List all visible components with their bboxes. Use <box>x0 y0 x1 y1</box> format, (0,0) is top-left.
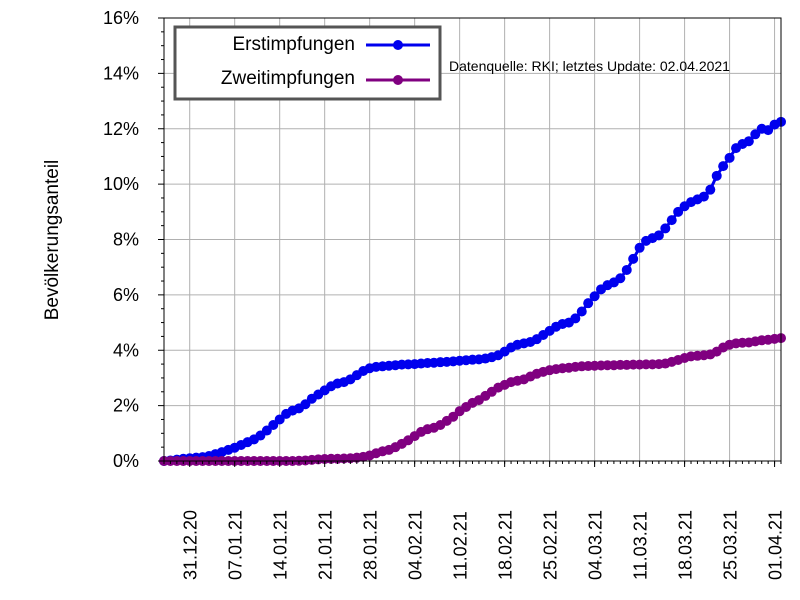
data-point-erstimpfungen <box>724 152 735 163</box>
data-point-erstimpfungen <box>653 230 664 241</box>
x-tick-label-10: 11.03.21 <box>631 511 651 580</box>
data-point-erstimpfungen <box>589 291 600 302</box>
y-tick-label-6: 12% <box>103 119 139 139</box>
data-point-erstimpfungen <box>711 170 722 181</box>
x-tick-label-12: 25.03.21 <box>721 510 741 580</box>
x-tick-label-4: 28.01.21 <box>361 510 381 580</box>
data-point-erstimpfungen <box>743 136 754 147</box>
y-tick-label-3: 6% <box>113 285 139 305</box>
y-tick-label-5: 10% <box>103 174 139 194</box>
x-tick-label-7: 18.02.21 <box>496 510 516 580</box>
y-tick-label-4: 8% <box>113 230 139 250</box>
legend-marker-zweitimpfungen <box>393 75 403 85</box>
x-tick-label-0: 31.12.20 <box>181 510 201 580</box>
legend-label-zweitimpfungen: Zweitimpfungen <box>221 68 355 89</box>
y-tick-label-1: 2% <box>113 396 139 416</box>
legend: Erstimpfungen Zweitimpfungen <box>173 25 442 101</box>
series-layer <box>159 116 786 466</box>
data-point-erstimpfungen <box>583 298 594 309</box>
x-tick-label-11: 18.03.21 <box>676 510 696 580</box>
x-tick-label-1: 07.01.21 <box>226 510 246 580</box>
y-tick-label-2: 4% <box>113 340 139 360</box>
y-tick-label-8: 16% <box>103 8 139 28</box>
legend-label-erstimpfungen: Erstimpfungen <box>232 34 355 55</box>
x-tick-label-3: 21.01.21 <box>316 510 336 580</box>
data-point-erstimpfungen <box>666 215 677 226</box>
y-axis-label: Bevölkerungsanteil <box>42 160 63 321</box>
axes: 0% 2% 4% 6% 8% 10% 12% 14% 16% 31.12.20 07.01.21 14… <box>103 8 786 580</box>
x-tick-label-8: 25.02.21 <box>541 510 561 580</box>
x-tick-label-13: 01.04.21 <box>766 510 786 580</box>
data-point-erstimpfungen <box>628 253 639 264</box>
x-tick-label-9: 04.03.21 <box>586 510 606 580</box>
y-tick-label-0: 0% <box>113 451 139 471</box>
data-point-erstimpfungen <box>570 313 581 324</box>
x-tick-label-6: 11.02.21 <box>451 511 471 580</box>
data-point-erstimpfungen <box>576 306 587 317</box>
data-point-erstimpfungen <box>634 242 645 253</box>
data-point-erstimpfungen <box>621 264 632 275</box>
x-tick-label-5: 04.02.21 <box>406 510 426 580</box>
data-point-erstimpfungen <box>660 223 671 234</box>
x-tick-label-2: 14.01.21 <box>271 510 291 580</box>
data-point-erstimpfungen <box>698 191 709 202</box>
data-point-erstimpfungen <box>705 184 716 195</box>
legend-marker-erstimpfungen <box>393 40 403 50</box>
legend-box <box>173 25 442 101</box>
data-point-erstimpfungen <box>718 161 729 172</box>
data-point-erstimpfungen <box>615 273 626 284</box>
data-source-note: Datenquelle: RKI; letztes Update: 02.04.… <box>449 58 730 74</box>
y-tick-label-7: 14% <box>103 63 139 83</box>
